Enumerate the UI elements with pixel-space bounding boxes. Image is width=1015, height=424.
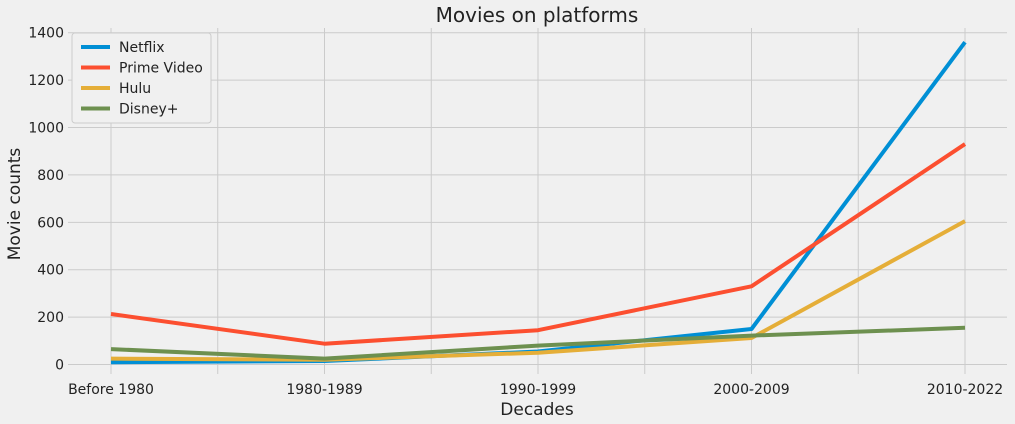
- x-tick-label: 1990-1999: [500, 382, 576, 398]
- legend: Netflix Prime Video Hulu Disney+: [71, 32, 212, 124]
- series-lines: [110, 41, 967, 365]
- chart-title: Movies on platforms: [436, 3, 639, 27]
- y-tick-label: 600: [37, 215, 64, 231]
- y-tick-label: 0: [55, 358, 64, 374]
- legend-label-netflix: Netflix: [119, 40, 165, 56]
- legend-label-prime-video: Prime Video: [119, 61, 203, 77]
- x-axis-label: Decades: [500, 400, 574, 420]
- y-tick-label: 200: [37, 310, 64, 326]
- series-line-disney-: [110, 325, 966, 361]
- y-tick-label: 800: [37, 168, 64, 184]
- legend-label-hulu: Hulu: [119, 81, 151, 97]
- y-tick-label: 1400: [28, 26, 64, 42]
- y-tick-label: 400: [37, 263, 64, 279]
- x-tick-label: Before 1980: [68, 382, 154, 398]
- y-axis-label: Movie counts: [5, 148, 25, 261]
- legend-label-disney-: Disney+: [119, 102, 178, 118]
- y-tick-label: 1000: [28, 121, 64, 137]
- y-tick-label: 1200: [28, 73, 64, 89]
- grid: [68, 28, 1007, 374]
- x-tick-label: 2010-2022: [927, 382, 1003, 398]
- series-line-hulu: [110, 219, 966, 362]
- x-axis-ticks: Before 1980 1980-1989 1990-1999 2000-2009 20…: [68, 382, 1003, 398]
- x-tick-label: 2000-2009: [713, 382, 789, 398]
- legend-box: [71, 32, 212, 124]
- y-axis-ticks: 0 200 400 600 800 1000 1200 1400: [28, 26, 64, 374]
- series-line-prime-video: [110, 142, 967, 346]
- x-tick-label: 1980-1989: [286, 382, 362, 398]
